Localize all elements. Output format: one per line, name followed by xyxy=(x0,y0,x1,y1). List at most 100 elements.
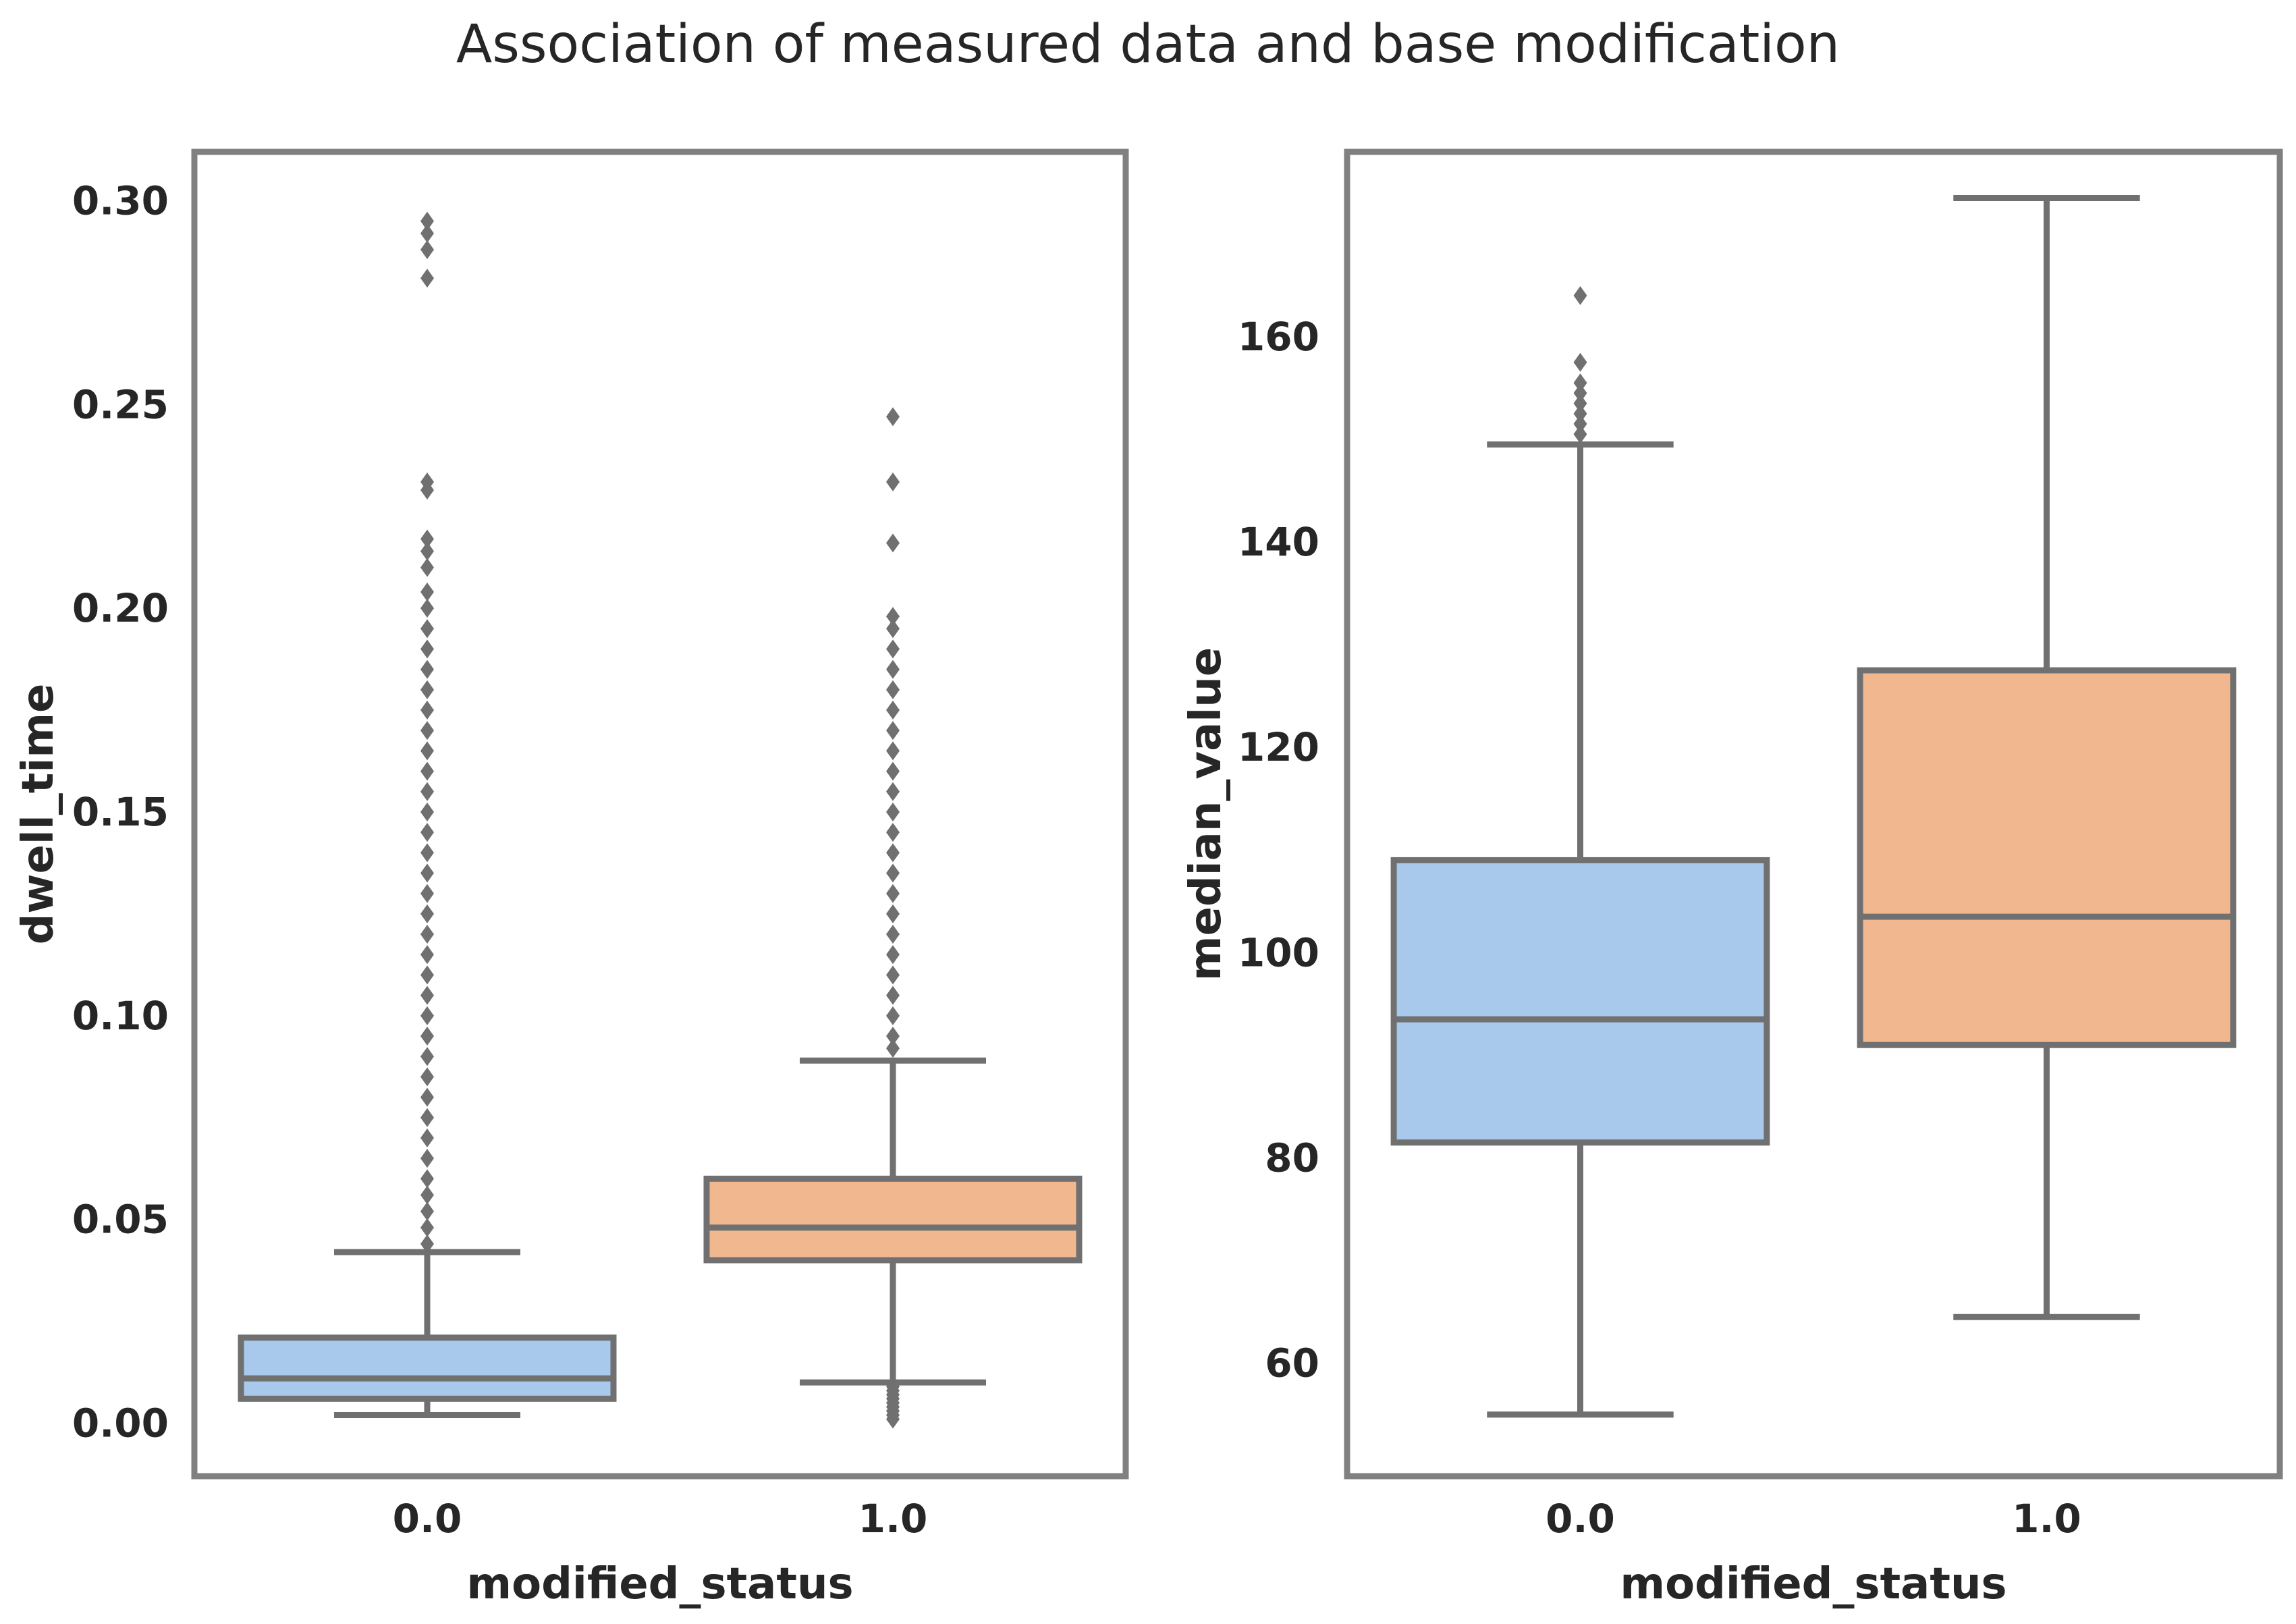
flier-point xyxy=(886,782,900,801)
flier-point xyxy=(886,823,900,842)
flier-point xyxy=(420,863,434,883)
box-iqr xyxy=(1857,667,2237,1048)
x-axis-label: modified_status xyxy=(1620,1559,2006,1609)
y-tick-label: 0.25 xyxy=(72,381,169,427)
flier-point xyxy=(420,1006,434,1025)
flier-point xyxy=(1573,404,1587,423)
flier-point xyxy=(886,904,900,923)
y-tick-label: 100 xyxy=(1238,929,1319,975)
flier-point xyxy=(1573,373,1587,393)
flier-point xyxy=(420,240,434,259)
box-iqr xyxy=(1390,857,1770,1146)
x-tick-label: 0.0 xyxy=(1546,1496,1615,1542)
y-tick-label: 0.20 xyxy=(72,585,169,631)
flier-point xyxy=(886,639,900,659)
x-tick-label: 0.0 xyxy=(393,1496,462,1542)
left-boxplot-panel: 0.00 0.05 0.10 0.15 0.20 0.25 0.30 0.0 1.0modifi… xyxy=(13,148,1129,1609)
flier-point xyxy=(420,1047,434,1066)
flier-point xyxy=(886,863,900,883)
flier-point xyxy=(886,965,900,985)
flier-point xyxy=(420,211,434,231)
y-tick-label: 0.15 xyxy=(72,789,169,835)
figure-title: Association of measured data and base mo… xyxy=(456,14,1840,75)
flier-point xyxy=(1573,352,1587,372)
flier-point xyxy=(1573,425,1587,444)
flier-point xyxy=(420,582,434,601)
y-tick-label: 160 xyxy=(1238,314,1319,360)
flier-point xyxy=(420,269,434,288)
flier-point xyxy=(886,884,900,903)
axes-frame xyxy=(1344,148,2283,1480)
y-tick-label: 80 xyxy=(1265,1135,1319,1181)
box-iqr xyxy=(703,1175,1083,1264)
flier-point xyxy=(420,1149,434,1168)
flier-point xyxy=(886,741,900,761)
flier-point xyxy=(1573,394,1587,413)
y-tick-label: 60 xyxy=(1265,1341,1319,1386)
y-axis-label: median_value xyxy=(1181,647,1231,981)
flier-point xyxy=(420,1027,434,1046)
flier-point xyxy=(420,529,434,549)
flier-point xyxy=(886,1039,900,1058)
y-tick-label: 120 xyxy=(1238,724,1319,770)
flier-point xyxy=(886,1006,900,1025)
flier-point xyxy=(420,843,434,863)
flier-point xyxy=(886,721,900,740)
flier-point xyxy=(420,1108,434,1127)
flier-point xyxy=(886,659,900,679)
flier-point xyxy=(420,680,434,699)
flier-point xyxy=(886,945,900,965)
flier-point xyxy=(420,782,434,801)
flier-point xyxy=(420,558,434,577)
flier-point xyxy=(420,659,434,679)
flier-point xyxy=(886,607,900,626)
flier-point xyxy=(886,1027,900,1046)
flier-point xyxy=(886,925,900,944)
flier-point xyxy=(420,1234,434,1253)
x-axis-label: modified_status xyxy=(466,1559,853,1609)
flier-point xyxy=(420,599,434,618)
flier-point xyxy=(420,985,434,1005)
flier-point xyxy=(420,1218,434,1237)
flier-point xyxy=(420,1201,434,1221)
flier-point xyxy=(420,823,434,842)
y-tick-label: 140 xyxy=(1238,519,1319,565)
flier-point xyxy=(420,223,434,243)
flier-point xyxy=(420,945,434,965)
x-tick-label: 1.0 xyxy=(2012,1496,2081,1542)
flier-point xyxy=(420,802,434,821)
y-axis-label: dwell_time xyxy=(13,684,63,945)
x-tick-label: 1.0 xyxy=(858,1496,928,1542)
y-tick-label: 0.00 xyxy=(72,1401,169,1446)
axes-frame xyxy=(191,148,1129,1480)
flier-point xyxy=(420,472,434,491)
flier-point xyxy=(1573,383,1587,403)
flier-point xyxy=(420,1087,434,1107)
flier-point xyxy=(1573,286,1587,305)
flier-point xyxy=(420,761,434,781)
flier-point xyxy=(420,904,434,923)
flier-point xyxy=(420,884,434,903)
box-iqr xyxy=(238,1334,617,1402)
y-tick-label: 0.10 xyxy=(72,993,169,1039)
flier-point xyxy=(886,701,900,720)
y-tick-label: 0.05 xyxy=(72,1197,169,1243)
flier-point xyxy=(420,639,434,659)
flier-point xyxy=(420,925,434,944)
flier-point xyxy=(420,1169,434,1189)
flier-point xyxy=(886,985,900,1005)
flier-point xyxy=(420,701,434,720)
flier-point xyxy=(420,541,434,561)
flier-point xyxy=(886,1377,900,1397)
flier-point xyxy=(886,619,900,639)
flier-point xyxy=(420,965,434,985)
flier-point xyxy=(420,741,434,761)
flier-point xyxy=(886,407,900,427)
flier-point xyxy=(1573,414,1587,434)
flier-point xyxy=(886,802,900,821)
flier-point xyxy=(420,1067,434,1087)
y-tick-label: 0.30 xyxy=(72,178,169,223)
flier-point xyxy=(420,1185,434,1205)
